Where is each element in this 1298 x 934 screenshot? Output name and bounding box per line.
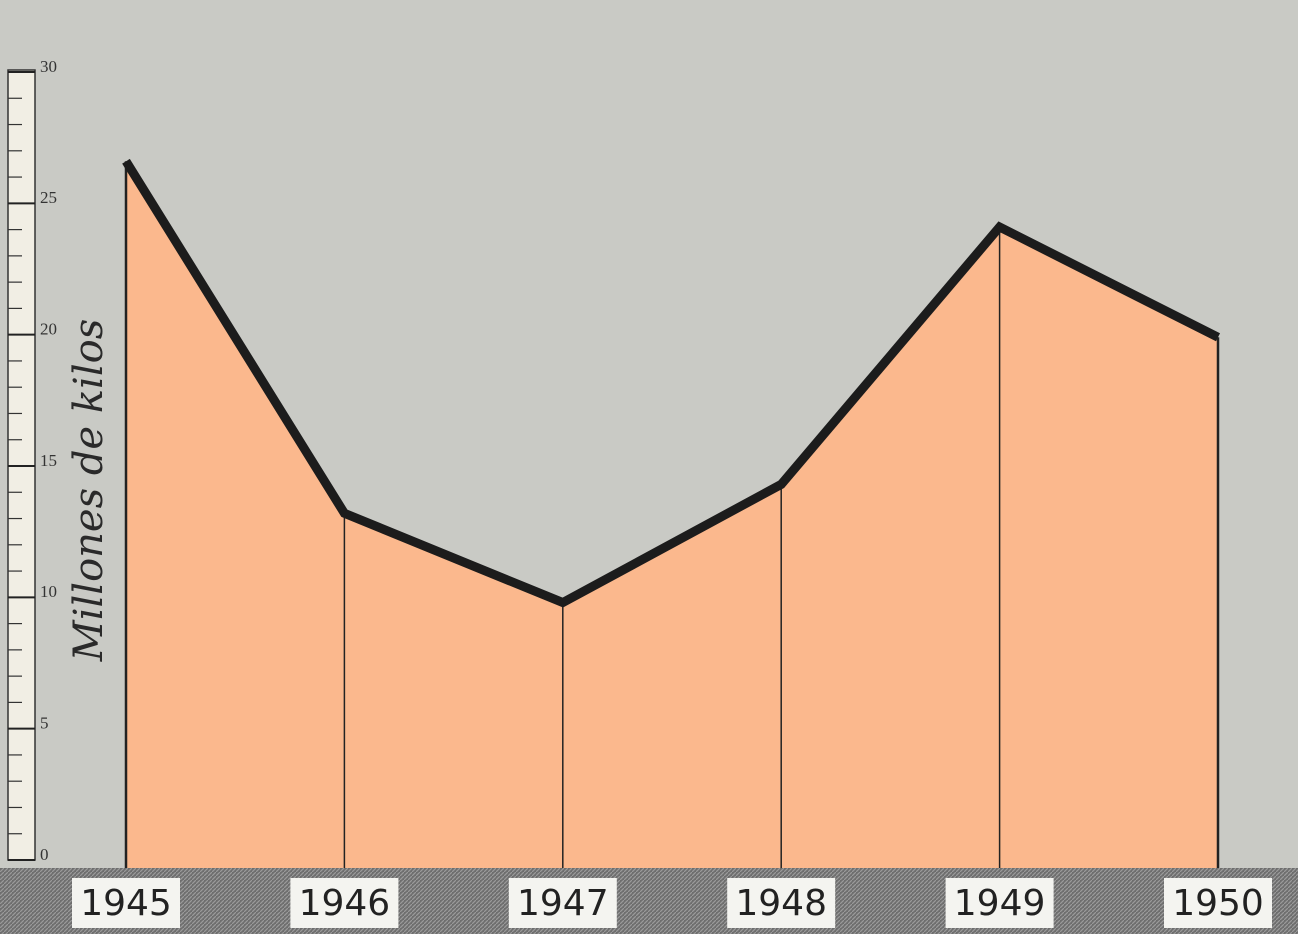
y-axis-label: Millones de kilos — [66, 319, 112, 663]
x-tick-label: 1947 — [517, 883, 609, 924]
x-tick-label: 1945 — [80, 883, 172, 924]
y-tick-label: 5 — [40, 714, 49, 733]
chart: Millones de kilos 0 5 10 15 20 25 30 1945 1946 19… — [0, 0, 1298, 934]
x-axis-band — [0, 868, 1298, 934]
y-tick-label: 15 — [40, 451, 57, 470]
y-tick-label: 10 — [40, 582, 57, 601]
y-tick-label: 0 — [40, 845, 49, 864]
x-tick-label: 1949 — [954, 883, 1046, 924]
y-tick-label: 30 — [40, 57, 57, 76]
x-tick-label: 1946 — [299, 883, 391, 924]
x-tick-label: 1950 — [1172, 883, 1264, 924]
x-tick-label: 1948 — [735, 883, 827, 924]
y-tick-label: 25 — [40, 188, 57, 207]
y-tick-label: 20 — [40, 320, 57, 339]
